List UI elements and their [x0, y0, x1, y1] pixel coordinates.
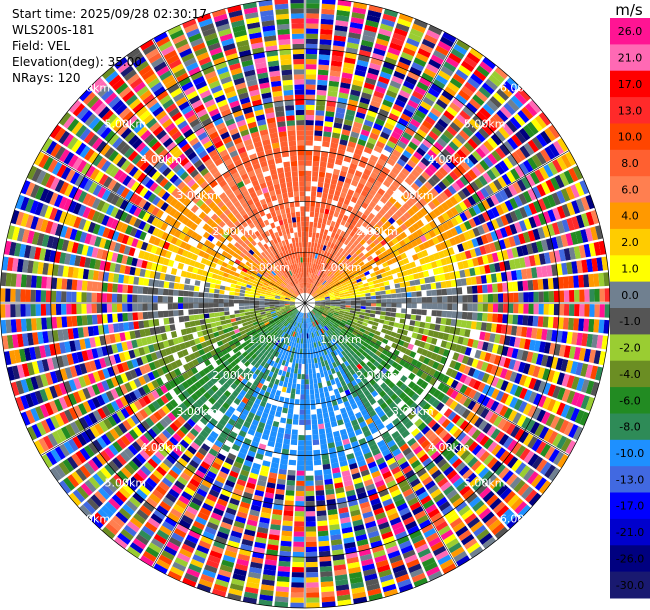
- colorbar-cell: [610, 228, 650, 256]
- colorbar-tick-label: -1.0: [619, 315, 640, 328]
- colorbar-cell: [610, 387, 650, 414]
- range-ring-label: 6.00km: [500, 513, 542, 526]
- colorbar-cell: [610, 413, 650, 441]
- colorbar-tick-label: -30.0: [616, 579, 644, 592]
- range-ring-label: 2.00km: [356, 225, 398, 238]
- colorbar-cell: [610, 44, 650, 72]
- range-ring-label: 1.00km: [248, 261, 290, 274]
- colorbar-cell: [610, 202, 650, 230]
- colorbar-tick-label: 1.0: [621, 263, 639, 276]
- range-ring: [202, 200, 408, 406]
- range-ring: [50, 48, 560, 558]
- ppi-plot: 1.00km 1.00km 1.00km 1.00km 2.00km 2.00km 2.00…: [0, 0, 610, 609]
- colorbar-cell: [610, 334, 650, 362]
- colorbar-tick-label: -26.0: [616, 553, 644, 566]
- range-ring: [253, 251, 357, 355]
- colorbar-tick-label: -2.0: [619, 342, 640, 355]
- range-ring-label: 5.00km: [464, 477, 506, 490]
- colorbar-tick-label: 21.0: [618, 52, 643, 65]
- instrument-label: WLS200s-181: [12, 23, 95, 37]
- start-time-label: Start time: 2025/09/28 02:30:17: [12, 7, 207, 21]
- range-ring-label: 5.00km: [464, 117, 506, 130]
- range-ring: [152, 150, 458, 456]
- range-ring-label: 6.00km: [69, 81, 111, 94]
- range-ring-label: 4.00km: [140, 153, 182, 166]
- range-ring-label: 4.00km: [140, 441, 182, 454]
- colorbar-cell: [610, 360, 650, 388]
- range-ring-label: 1.00km: [248, 333, 290, 346]
- colorbar-tick-label: -10.0: [616, 447, 644, 460]
- colorbar-tick-label: 4.0: [621, 210, 639, 223]
- range-ring-label: 1.00km: [320, 261, 362, 274]
- field-label: Field: VEL: [12, 39, 71, 53]
- range-ring-label: 3.00km: [392, 405, 434, 418]
- colorbar-tick-label: -21.0: [616, 526, 644, 539]
- range-ring-label: 1.00km: [320, 333, 362, 346]
- colorbar-tick-label: 2.0: [621, 236, 639, 249]
- colorbar-tick-label: -6.0: [619, 394, 640, 407]
- colorbar-cell: [610, 308, 650, 335]
- colorbar-cell: [610, 492, 650, 520]
- range-ring-label: 2.00km: [212, 369, 254, 382]
- colorbar-cell: [610, 466, 650, 494]
- colorbar-tick-label: -13.0: [616, 473, 644, 486]
- range-rings: [0, 0, 610, 609]
- colorbar-cell: [610, 545, 650, 573]
- colorbar-cell: [610, 571, 650, 599]
- range-ring-label: 5.00km: [105, 477, 147, 490]
- range-ring-label: 4.00km: [428, 153, 470, 166]
- colorbar-tick-label: 6.0: [621, 183, 639, 196]
- colorbar-cell: [610, 176, 650, 204]
- range-ring-label: 3.00km: [176, 405, 218, 418]
- velocity-gates: [0, 0, 610, 608]
- range-ring-label: 2.00km: [356, 369, 398, 382]
- range-ring: [101, 99, 509, 507]
- colorbar-cell: [610, 123, 650, 151]
- colorbar-tick-label: -17.0: [616, 500, 644, 513]
- colorbar-tick-label: -4.0: [619, 368, 640, 381]
- range-ring-label: 2.00km: [212, 225, 254, 238]
- colorbar-title: m/s: [615, 1, 643, 19]
- range-ring-label: 6.00km: [69, 513, 111, 526]
- colorbar-cell: [610, 70, 650, 98]
- colorbar-tick-label: 8.0: [621, 157, 639, 170]
- colorbar-tick-label: 13.0: [618, 104, 643, 117]
- colorbar-tick-label: -8.0: [619, 421, 640, 434]
- range-ring-label: 4.00km: [428, 441, 470, 454]
- colorbar-cell: [610, 439, 650, 467]
- nrays-label: NRays: 120: [12, 71, 81, 85]
- colorbar-tick-label: 10.0: [618, 131, 643, 144]
- range-ring-label: 3.00km: [392, 189, 434, 202]
- colorbar-tick-label: 17.0: [618, 78, 643, 91]
- range-ring: [0, 0, 610, 609]
- colorbar-cell: [610, 149, 650, 177]
- colorbar-tick-label: 0.0: [621, 289, 639, 302]
- colorbar-tick-label: 26.0: [618, 25, 643, 38]
- range-ring-labels: 1.00km 1.00km 1.00km 1.00km 2.00km 2.00km 2.00…: [69, 81, 542, 525]
- colorbar-cell: [610, 97, 650, 124]
- range-ring-label: 3.00km: [176, 189, 218, 202]
- colorbar: m/s 26.0 21.0 17.0 13.0 10.0 8.0 6.0 4.0 2.0 1.0 0…: [610, 1, 650, 599]
- range-ring-label: 6.00km: [500, 81, 542, 94]
- colorbar-cell: [610, 281, 650, 309]
- range-ring-label: 5.00km: [105, 117, 147, 130]
- elevation-label: Elevation(deg): 35.00: [12, 55, 142, 69]
- colorbar-cell: [610, 518, 650, 546]
- colorbar-cell: [610, 255, 650, 283]
- colorbar-cell: [610, 18, 650, 45]
